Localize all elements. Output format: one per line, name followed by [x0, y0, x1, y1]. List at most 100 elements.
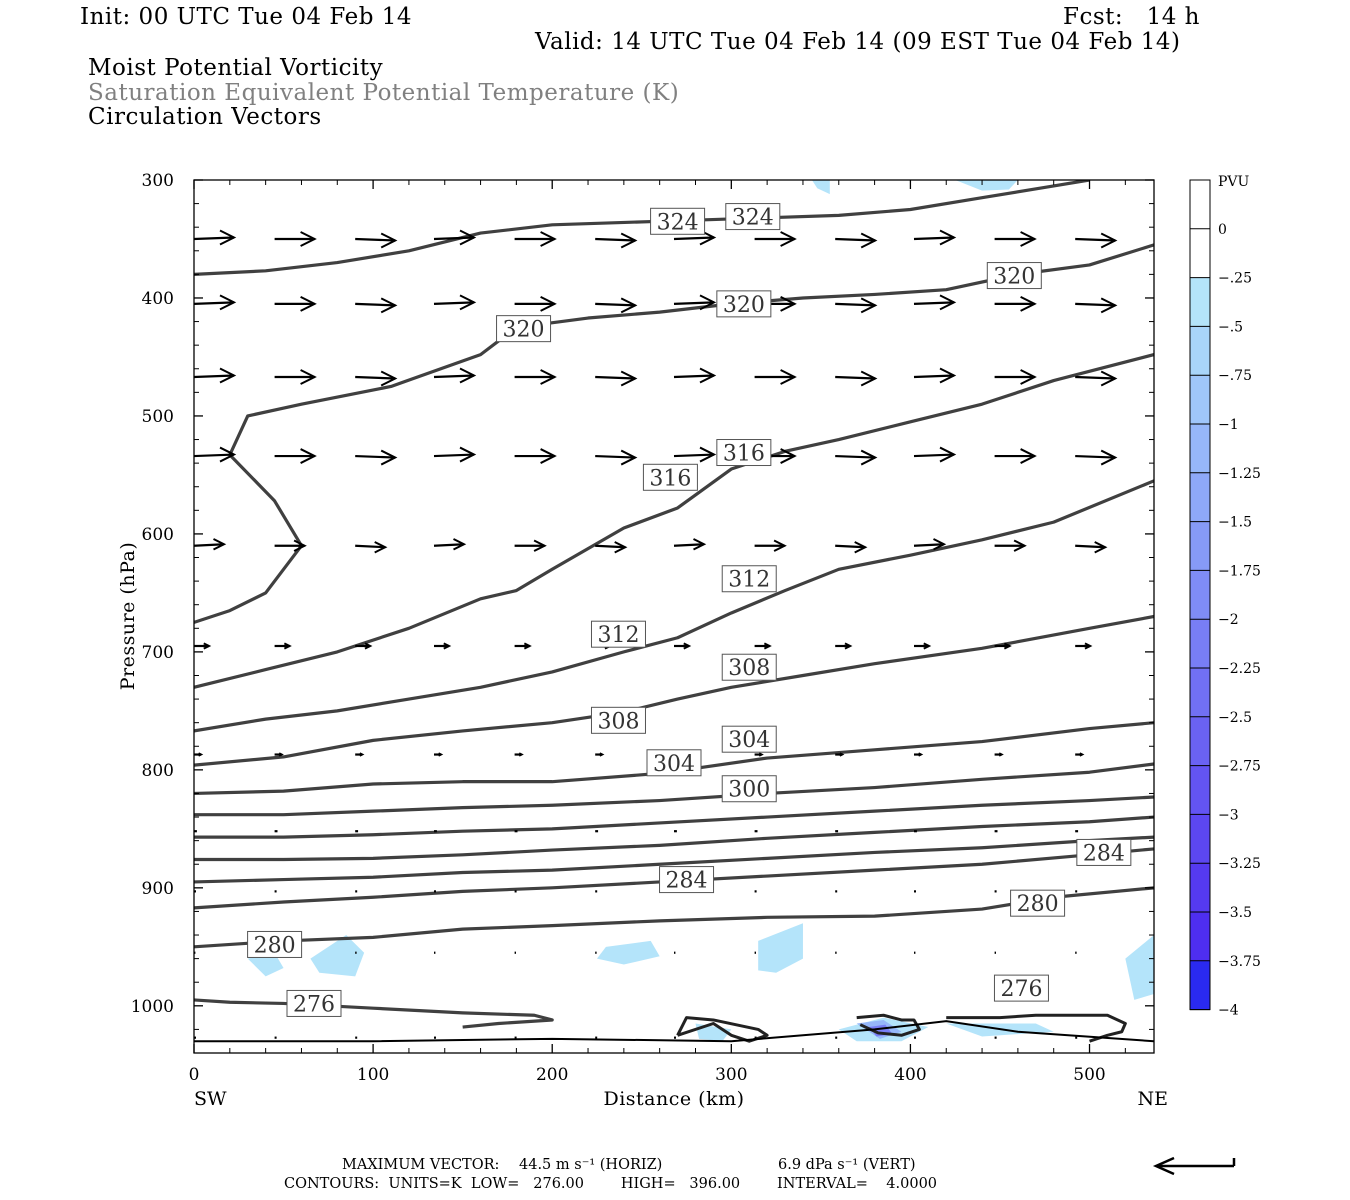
circulation-vector: [514, 369, 557, 385]
contour-info: CONTOURS: UNITS=K LOW= 276.00 HIGH= 396.…: [284, 1176, 938, 1192]
colorbar-label: −4: [1218, 1003, 1239, 1019]
circulation-vector: [913, 294, 957, 311]
max-vector-label: MAXIMUM VECTOR:: [342, 1157, 500, 1173]
circulation-vector: [355, 449, 398, 466]
svg-text:312: 312: [728, 568, 770, 593]
colorbar-unit: PVU: [1218, 174, 1250, 190]
circulation-vector: [274, 369, 317, 385]
circulation-vector: [1153, 454, 1154, 457]
circulation-vector: [433, 538, 467, 551]
y-tick-label: 1000: [131, 997, 174, 1017]
circulation-vector: [835, 370, 878, 387]
theta-es-contour: [194, 762, 1154, 817]
colorbar-label: −.5: [1218, 319, 1243, 335]
circulation-vector: [754, 539, 787, 552]
pv-region: [758, 923, 803, 973]
circulation-vector: [433, 294, 477, 311]
theta-es-contour: [194, 998, 554, 1029]
colorbar-label: −1.75: [1218, 563, 1261, 579]
colorbar-swatch: [1190, 375, 1210, 424]
circulation-vector: [835, 232, 878, 249]
circulation-vector: [754, 642, 772, 650]
svg-text:284: 284: [666, 869, 708, 894]
circulation-vector: [913, 538, 947, 551]
contour-label: 304: [721, 725, 777, 753]
circulation-vector: [1075, 370, 1118, 387]
colorbar-label: 0: [1218, 222, 1227, 238]
circulation-vector: [194, 229, 237, 246]
title-pv: Moist Potential Vorticity: [88, 55, 384, 81]
circulation-vector: [194, 294, 237, 311]
circulation-vector: [595, 370, 638, 387]
circulation-vector: [595, 449, 638, 466]
contour-label: 312: [721, 565, 777, 593]
pv-region: [310, 935, 365, 977]
circulation-vector: [514, 448, 557, 464]
contour-label: 284: [1076, 838, 1132, 866]
circulation-vector: [835, 541, 868, 554]
pv-colorbar: 0 −.25 −.5 −.75 −1 −1.25 −1.5 −1.75 −2 −2.25 −2.5 −…: [1189, 179, 1261, 1019]
contour-label: 304: [646, 749, 702, 777]
circulation-vector: [1153, 375, 1154, 378]
circulation-vector: [355, 642, 373, 650]
circulation-vector: [274, 539, 307, 552]
colorbar-label: −3: [1218, 807, 1239, 823]
circulation-vector: [994, 642, 1012, 650]
circulation-vector: [274, 642, 292, 650]
circulation-vector: [1075, 642, 1093, 650]
circulation-vector: [1075, 297, 1118, 314]
circulation-vector: [355, 541, 388, 554]
colorbar-swatch: [1190, 570, 1210, 620]
circulation-vector: [673, 446, 717, 463]
y-tick-label: 700: [142, 643, 174, 663]
y-tick-label: 300: [142, 171, 174, 191]
svg-text:304: 304: [653, 752, 695, 777]
svg-text:304: 304: [728, 728, 770, 753]
circulation-vector: [754, 231, 797, 247]
circulation-vector: [1075, 752, 1085, 757]
circulation-vector: [274, 231, 317, 247]
circulation-vector: [673, 294, 717, 311]
x-tick-label: 200: [536, 1065, 568, 1085]
init-time: Init: 00 UTC Tue 04 Feb 14: [80, 4, 413, 30]
circulation-vector: [194, 642, 212, 650]
colorbar-swatch: [1190, 180, 1210, 229]
theta-es-contour: [194, 243, 1154, 624]
y-tick-label: 800: [142, 761, 174, 781]
colorbar-swatch: [1190, 277, 1210, 327]
colorbar-swatch: [1190, 814, 1210, 864]
circulation-vector: [274, 752, 284, 757]
contour-label: 308: [590, 706, 646, 734]
theta-es-contour-layer: [194, 180, 1154, 1043]
svg-text:308: 308: [728, 656, 770, 681]
colorbar-label: −.75: [1218, 368, 1252, 384]
svg-text:276: 276: [293, 992, 335, 1017]
svg-text:300: 300: [728, 778, 770, 803]
contour-label: 324: [650, 207, 706, 235]
circulation-vector: [994, 231, 1037, 247]
circulation-vector: [595, 541, 628, 554]
circulation-vector: [355, 752, 365, 757]
contour-label: 280: [1010, 889, 1066, 917]
contour-label: 280: [247, 930, 303, 958]
max-vector-arrow: [1152, 1156, 1236, 1176]
circulation-vector: [754, 752, 764, 757]
valid-time: Valid: 14 UTC Tue 04 Feb 14 (09 EST Tue …: [535, 29, 1181, 55]
colorbar-swatch: [1190, 863, 1210, 912]
circulation-vector: [514, 539, 547, 552]
contour-label: 284: [659, 866, 715, 894]
x-axis-label: Distance (km): [603, 1088, 744, 1110]
circulation-vector: [1153, 237, 1154, 239]
pv-region: [1125, 935, 1154, 1000]
circulation-vector: [514, 295, 557, 312]
circulation-vector: [595, 297, 638, 314]
svg-text:280: 280: [1017, 892, 1059, 917]
circulation-vector: [994, 295, 1037, 312]
svg-text:324: 324: [732, 206, 774, 231]
pv-region: [247, 952, 284, 977]
pv-region: [955, 180, 1018, 191]
colorbar-label: −1: [1218, 417, 1239, 433]
terrain-line: [194, 1020, 1154, 1043]
x-tick-label: 500: [1073, 1065, 1105, 1085]
